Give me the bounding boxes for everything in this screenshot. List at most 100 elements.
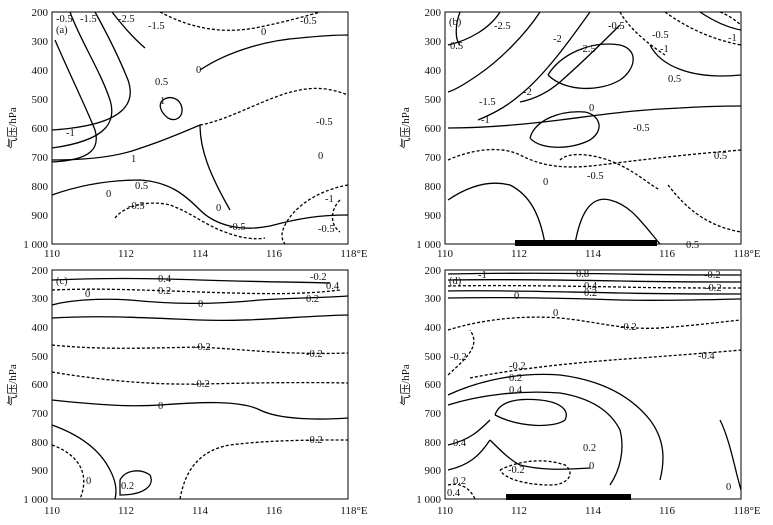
contour-label: -0.2 <box>193 379 210 390</box>
y-tick: 1 000 <box>23 239 48 251</box>
contour-label: -1 <box>478 270 487 281</box>
contour-label: 0.5 <box>135 181 148 192</box>
x-tick: 116 <box>659 505 676 517</box>
x-tick: 118°E <box>733 248 760 260</box>
contour-label: -1 <box>660 44 669 55</box>
panel-d-ylabel: 气压/hPa <box>398 364 412 406</box>
contour-label: 0.2 <box>453 476 466 487</box>
x-tick: 110 <box>44 505 61 517</box>
panel-a-label: (a) <box>56 25 68 36</box>
contour-label: -1 <box>481 115 490 126</box>
y-tick: 500 <box>32 94 49 106</box>
contour-label: 0.2 <box>584 288 597 299</box>
panel-a-contours <box>51 11 349 245</box>
contour-label: -0.2 <box>509 361 526 372</box>
panel-c-frame <box>51 269 349 500</box>
panel-a-yticks: 200 300 400 500 600 700 800 900 1 000 <box>23 7 48 251</box>
contour-label: -0.5 <box>56 14 73 25</box>
y-tick: 300 <box>425 293 442 305</box>
panel-d-xticks: 110 112 114 116 118°E <box>437 505 761 517</box>
contour-label: -2.5 <box>118 14 135 25</box>
contour-label: -0.2 <box>705 283 722 294</box>
x-tick: 110 <box>437 248 454 260</box>
contour-label: -0.2 <box>508 465 525 476</box>
x-tick: 116 <box>266 505 283 517</box>
y-tick: 300 <box>425 36 442 48</box>
contour-label: 0.2 <box>158 286 171 297</box>
contour-label: 0.4 <box>453 438 467 449</box>
contour-label: -1 <box>325 194 334 205</box>
panel-c-contours <box>51 277 349 500</box>
contour-label: 0 <box>86 476 91 487</box>
contour-label: 0.5 <box>714 151 727 162</box>
contour-label: 0 <box>543 177 548 188</box>
panel-d-contour-labels: -1 0.8 0.4 -0.2 0.2 0 -0.2 0 -0.2 -0.2 -… <box>447 269 731 499</box>
panel-a-ylabel: 气压/hPa <box>5 107 19 149</box>
x-tick: 114 <box>192 248 209 260</box>
contour-label: 0.4 <box>158 274 172 285</box>
y-tick: 400 <box>32 322 49 334</box>
y-tick: 200 <box>32 7 49 19</box>
y-tick: 1 000 <box>416 239 441 251</box>
contour-label: -0.2 <box>194 342 211 353</box>
y-tick: 700 <box>32 408 49 420</box>
contour-label: -0.5 <box>229 222 246 233</box>
x-tick: 112 <box>118 248 134 260</box>
contour-label: 0 <box>85 289 90 300</box>
y-tick: 600 <box>425 379 442 391</box>
contour-label: 0.4 <box>447 488 461 499</box>
contour-label: 0.5 <box>155 77 168 88</box>
contour-label: 0 <box>198 299 203 310</box>
x-tick: 118°E <box>340 505 367 517</box>
x-tick: 114 <box>585 505 602 517</box>
contour-label: -0.5 <box>300 16 317 27</box>
contour-label: 0 <box>216 203 221 214</box>
x-tick: 118°E <box>340 248 367 260</box>
panel-d-terrain-bar <box>506 494 631 500</box>
contour-label: -1.5 <box>479 97 496 108</box>
panel-a-xticks: 110 112 114 116 118°E <box>44 248 368 260</box>
contour-label: 0.5 <box>686 240 699 251</box>
y-tick: 700 <box>425 408 442 420</box>
contour-label: -0.5 <box>587 171 604 182</box>
contour-label: -1.5 <box>80 14 97 25</box>
panel-d-yticks: 200 300 400 500 600 700 800 900 1 000 <box>416 265 441 506</box>
y-tick: 700 <box>425 152 442 164</box>
contour-label: -2.5 <box>494 21 511 32</box>
contour-label: -0.5 <box>316 117 333 128</box>
contour-label: 0.5 <box>668 74 681 85</box>
x-tick: 114 <box>192 505 209 517</box>
panel-c-ylabel: 气压/hPa <box>5 364 19 406</box>
contour-label: 0.2 <box>509 373 522 384</box>
panel-b-ylabel: 气压/hPa <box>398 107 412 149</box>
x-tick: 116 <box>266 248 283 260</box>
contour-label: 0.2 <box>583 443 596 454</box>
contour-label: -0.4 <box>698 351 715 362</box>
y-tick: 800 <box>425 437 442 449</box>
contour-label: 0 <box>261 27 266 38</box>
contour-label: -2 <box>553 34 562 45</box>
y-tick: 300 <box>32 36 49 48</box>
contour-label: -0.5 <box>652 30 669 41</box>
contour-label: 0.4 <box>584 281 598 292</box>
x-tick: 118°E <box>733 505 760 517</box>
panel-b-terrain-bar <box>515 240 657 246</box>
y-tick: 200 <box>425 265 442 277</box>
y-tick: 400 <box>425 65 442 77</box>
contour-label: 0 <box>318 151 323 162</box>
y-tick: 900 <box>425 465 442 477</box>
contour-label: 0 <box>106 189 111 200</box>
contour-label: -0.5 <box>318 224 335 235</box>
contour-label: -1.5 <box>148 21 165 32</box>
x-tick: 114 <box>585 248 602 260</box>
contour-label: -0.2 <box>306 349 323 360</box>
contour-label: -1 <box>66 128 75 139</box>
x-tick: 110 <box>44 248 61 260</box>
y-tick: 600 <box>32 379 49 391</box>
contour-label: -0.2 <box>306 435 323 446</box>
panel-a-contour-labels: -0.5 -1.5 -2.5 -1.5 -0.5 0 0 0.5 1 -1 1 … <box>56 14 335 235</box>
y-tick: 800 <box>32 181 49 193</box>
y-tick: 600 <box>425 123 442 135</box>
panel-a-frame <box>51 11 349 245</box>
